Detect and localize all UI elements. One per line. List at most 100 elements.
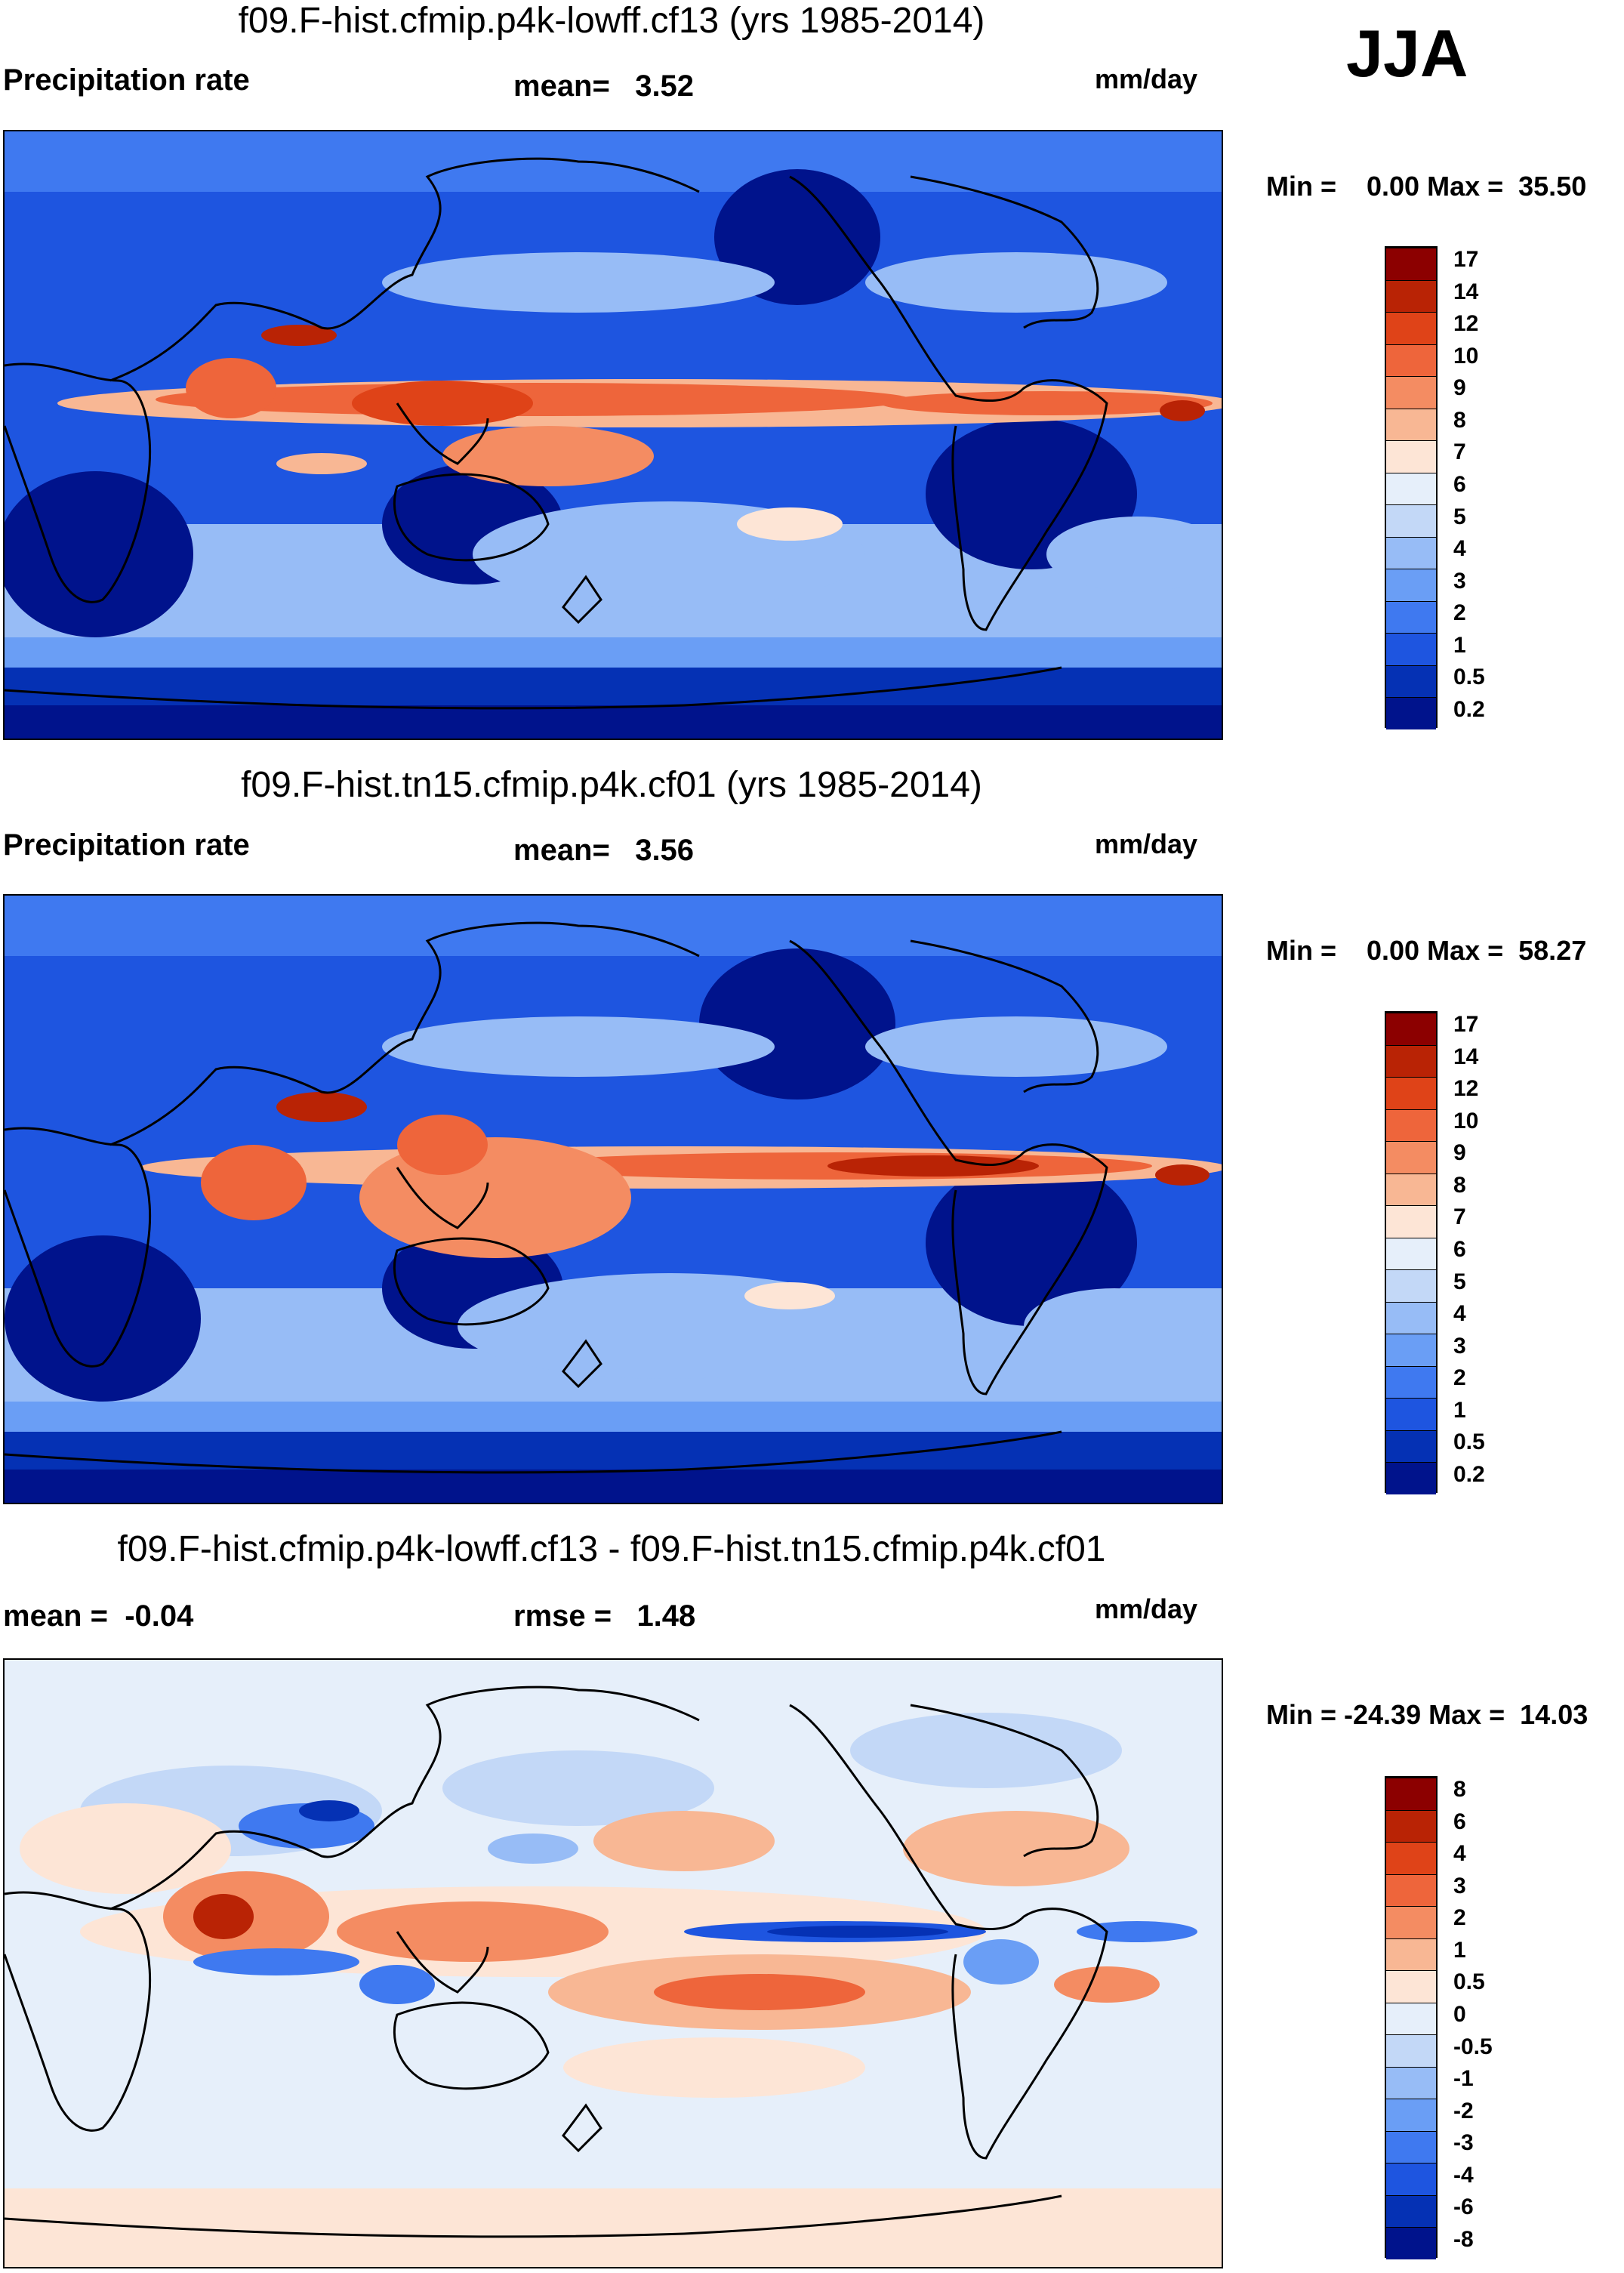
panel2-colorbar-tick-label: 0.5 [1453, 1429, 1485, 1455]
panel1-minmax-label: Min = 0.00 Max = 35.50 [1266, 171, 1587, 202]
panel2-colorbar-swatch [1386, 1109, 1436, 1142]
panel3-colorbar-tick-label: -6 [1453, 2194, 1474, 2220]
panel1-mean-label: mean= 3.52 [513, 69, 695, 103]
panel3-colorbar-swatch [1386, 2130, 1436, 2164]
panel1-colorbar-swatch [1386, 472, 1436, 505]
panel1-units-label: mm/day [1095, 63, 1198, 94]
panel3-map [3, 1658, 1223, 2268]
panel1-colorbar-tick-label: 0.5 [1453, 665, 1485, 690]
panel1-colorbar-swatch [1386, 408, 1436, 441]
panel1-colorbar-swatch [1386, 344, 1436, 377]
panel3-colorbar-tick-label: 3 [1453, 1873, 1466, 1898]
panel1-colorbar-swatch [1386, 569, 1436, 601]
panel1-colorbar-tick-label: 14 [1453, 279, 1479, 304]
panel3-colorbar-swatch [1386, 1809, 1436, 1843]
season-label: JJA [1346, 16, 1468, 91]
panel1-colorbar-tick-label: 4 [1453, 536, 1466, 562]
panel2-colorbar-tick-label: 7 [1453, 1204, 1466, 1230]
panel2-colorbar-tick-label: 3 [1453, 1333, 1466, 1359]
panel2-minmax-label: Min = 0.00 Max = 58.27 [1266, 935, 1587, 966]
panel1-variable-label: Precipitation rate [3, 63, 250, 97]
panel2-colorbar-tick-label: 2 [1453, 1365, 1466, 1391]
panel3-colorbar-tick-label: -8 [1453, 2226, 1474, 2252]
panel1-colorbar-swatch [1386, 504, 1436, 537]
panel3-colorbar-tick-label: 0.5 [1453, 1969, 1485, 1995]
panel3-units-label: mm/day [1095, 1593, 1198, 1624]
panel2-colorbar-tick-label: 17 [1453, 1012, 1479, 1038]
panel2-colorbar-swatch [1386, 1269, 1436, 1302]
panel1-colorbar [1385, 246, 1438, 729]
panel3-minmax-label: Min = -24.39 Max = 14.03 [1266, 1699, 1589, 1730]
panel2-mean-label: mean= 3.56 [513, 834, 695, 867]
panel1-colorbar-swatch [1386, 248, 1436, 280]
panel2-colorbar-tick-label: 5 [1453, 1269, 1466, 1294]
panel1-colorbar-tick-label: 1 [1453, 632, 1466, 658]
panel1-colorbar-tick-label: 8 [1453, 407, 1466, 433]
panel3-colorbar-swatch [1386, 2002, 1436, 2035]
panel2-colorbar-tick-label: 1 [1453, 1397, 1466, 1423]
panel1-colorbar-tick-label: 9 [1453, 375, 1466, 401]
panel1-colorbar-tick-label: 12 [1453, 311, 1479, 337]
panel3-colorbar-swatch [1386, 2194, 1436, 2228]
panel2-colorbar-tick-label: 9 [1453, 1140, 1466, 1166]
panel2-colorbar-tick-label: 10 [1453, 1108, 1479, 1133]
panel2-colorbar-swatch [1386, 1044, 1436, 1078]
panel3-colorbar-swatch [1386, 1938, 1436, 1971]
panel3-colorbar-swatch [1386, 1778, 1436, 1810]
panel2-colorbar-swatch [1386, 1077, 1436, 1109]
panel3-colorbar-swatch [1386, 1970, 1436, 2003]
panel2-colorbar-tick-label: 0.2 [1453, 1461, 1485, 1487]
panel3-colorbar-swatch [1386, 1874, 1436, 1907]
panel3-colorbar-swatch [1386, 1842, 1436, 1874]
panel3-colorbar-tick-label: -1 [1453, 2066, 1474, 2092]
panel2-colorbar-swatch [1386, 1013, 1436, 1045]
panel3-colorbar-tick-label: 8 [1453, 1777, 1466, 1803]
panel1-colorbar-swatch [1386, 633, 1436, 665]
panel3-colorbar-tick-label: 4 [1453, 1841, 1466, 1867]
panel3-colorbar-swatch [1386, 2227, 1436, 2259]
panel1-colorbar-swatch [1386, 312, 1436, 344]
panel2-colorbar [1385, 1011, 1438, 1494]
panel3-colorbar-tick-label: 6 [1453, 1809, 1466, 1834]
panel1-map [3, 130, 1223, 740]
panel3-colorbar-tick-label: -0.5 [1453, 2034, 1493, 2059]
panel3-colorbar-swatch [1386, 2034, 1436, 2067]
panel1-colorbar-tick-label: 2 [1453, 600, 1466, 626]
panel1-colorbar-swatch [1386, 697, 1436, 729]
panel3-colorbar-tick-label: -3 [1453, 2130, 1474, 2156]
panel2-colorbar-swatch [1386, 1301, 1436, 1334]
panel2-colorbar-swatch [1386, 1141, 1436, 1174]
panel1-colorbar-tick-label: 3 [1453, 568, 1466, 594]
panel3-colorbar-tick-label: -2 [1453, 2098, 1474, 2123]
panel3-colorbar-tick-label: -4 [1453, 2162, 1474, 2188]
panel2-colorbar-tick-label: 4 [1453, 1301, 1466, 1327]
panel2-colorbar-swatch [1386, 1237, 1436, 1270]
panel1-colorbar-tick-label: 17 [1453, 247, 1479, 273]
panel2-units-label: mm/day [1095, 828, 1198, 859]
panel1-colorbar-tick-label: 0.2 [1453, 696, 1485, 722]
panel2-colorbar-swatch [1386, 1173, 1436, 1206]
panel1-colorbar-tick-label: 7 [1453, 439, 1466, 465]
panel1-colorbar-tick-label: 6 [1453, 472, 1466, 497]
panel3-title: f09.F-hist.cfmip.p4k-lowff.cf13 - f09.F-… [117, 1529, 1106, 1569]
panel2-map [3, 894, 1223, 1504]
panel1-colorbar-swatch [1386, 665, 1436, 698]
panel2-title: f09.F-hist.tn15.cfmip.p4k.cf01 (yrs 1985… [241, 765, 982, 805]
panel2-colorbar-swatch [1386, 1365, 1436, 1399]
panel1-colorbar-tick-label: 10 [1453, 343, 1479, 369]
panel2-colorbar-tick-label: 14 [1453, 1044, 1479, 1069]
panel1-colorbar-swatch [1386, 376, 1436, 409]
panel1-colorbar-tick-label: 5 [1453, 504, 1466, 529]
panel1-colorbar-swatch [1386, 536, 1436, 569]
panel2-colorbar-swatch [1386, 1398, 1436, 1430]
panel2-colorbar-tick-label: 6 [1453, 1237, 1466, 1262]
panel2-colorbar-swatch [1386, 1334, 1436, 1366]
panel3-colorbar-swatch [1386, 2163, 1436, 2195]
panel3-colorbar-tick-label: 1 [1453, 1937, 1466, 1963]
panel1-colorbar-swatch [1386, 440, 1436, 473]
panel3-colorbar-swatch [1386, 1906, 1436, 1938]
panel3-colorbar-tick-label: 0 [1453, 2002, 1466, 2027]
panel3-rmse-label: rmse = 1.48 [513, 1599, 696, 1633]
panel2-colorbar-tick-label: 8 [1453, 1172, 1466, 1198]
panel2-colorbar-swatch [1386, 1462, 1436, 1494]
